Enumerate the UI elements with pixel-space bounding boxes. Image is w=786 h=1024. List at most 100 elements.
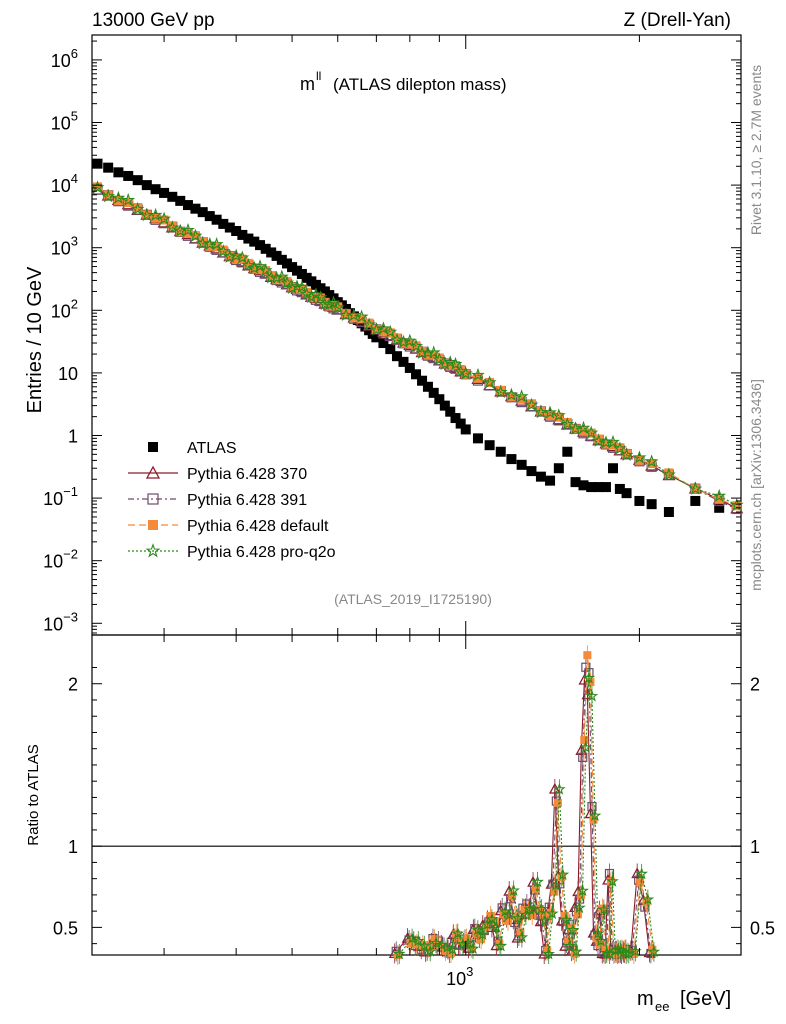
legend: ATLAS Pythia 6.428 370 Pythia 6.428 391 Pyt… (128, 440, 336, 561)
ratio-point (508, 891, 517, 900)
x-tick-label: 103 (446, 964, 473, 989)
data-point-atlas (378, 338, 389, 349)
data-point-atlas (428, 387, 439, 398)
ratio-point (494, 939, 508, 952)
data-point-mc (591, 433, 606, 447)
data-point-mc (294, 279, 309, 294)
data-point-mc (269, 270, 284, 284)
data-point-mc (311, 293, 321, 303)
data-point-mc (432, 352, 447, 366)
y-tick-label: 106 (51, 46, 78, 71)
axis-ticks: 10−3 10−2 10−1 1 10 102 103 104 105 106 103 0.5 0.5 1… (43, 35, 775, 989)
data-point-atlas (211, 214, 222, 225)
ratio-point (461, 936, 475, 949)
data-point-mc (313, 290, 328, 304)
data-point-mc (241, 258, 256, 272)
ratio-point (466, 941, 480, 955)
data-point-mc (482, 375, 497, 389)
ratio-point (423, 944, 437, 957)
data-point-mc (209, 237, 224, 251)
data-point-mc (579, 426, 588, 436)
data-point-mc (362, 317, 377, 331)
y-tick-label: 103 (51, 234, 78, 259)
data-point-atlas (434, 394, 445, 405)
ratio-point (515, 930, 529, 943)
data-point-mc (330, 300, 345, 314)
data-point-mc (188, 228, 203, 242)
data-point-mc (612, 441, 627, 455)
data-point-atlas (562, 446, 573, 457)
data-point-atlas (455, 418, 466, 429)
y-tick-label: 105 (51, 109, 78, 134)
data-point-atlas (391, 351, 402, 362)
data-point-atlas (578, 480, 589, 491)
ratio-point (542, 947, 555, 960)
ratio-y-tick-label-right: 2 (750, 675, 760, 695)
data-point-mc (347, 307, 361, 322)
data-point-atlas (123, 170, 134, 181)
data-point-mc (90, 180, 105, 194)
data-point-mc (644, 454, 659, 468)
data-point-mc (93, 182, 103, 192)
data-point-atlas (243, 233, 254, 244)
ratio-point (577, 890, 586, 899)
data-point-atlas (167, 191, 178, 202)
ratio-point (531, 875, 544, 888)
data-point-atlas (516, 459, 527, 470)
data-point-mc (426, 345, 441, 359)
ratio-point (503, 916, 512, 925)
ratio-point (538, 914, 552, 927)
ratio-point (636, 878, 645, 887)
data-point-atlas (159, 187, 170, 198)
data-point-atlas (445, 406, 456, 417)
ratio-point (405, 931, 419, 944)
y-tick-label: 10−1 (43, 484, 78, 509)
data-point-atlas (570, 477, 581, 488)
data-point-mc (274, 269, 289, 283)
legend-marker (148, 520, 158, 530)
ratio-point (635, 867, 648, 880)
y-axis-label-main: Entries / 10 GeV (24, 266, 46, 413)
data-point-atlas (646, 499, 657, 510)
data-point-mc (282, 277, 292, 287)
legend-marker (145, 465, 161, 479)
data-point-mc (148, 207, 163, 222)
ratio-point (451, 926, 465, 940)
data-point-mc (396, 334, 411, 349)
data-point-mc (243, 258, 253, 268)
data-point-mc (222, 249, 237, 263)
data-point-mc (385, 328, 395, 338)
y-tick-label: 102 (51, 296, 78, 321)
data-point-atlas (132, 175, 143, 186)
data-point-atlas (190, 203, 201, 214)
data-point-mc (473, 373, 483, 383)
data-point-mc (576, 420, 591, 434)
ratio-point (580, 735, 589, 744)
data-point-mc (632, 450, 647, 464)
side-label-mcplots: mcplots.cern.ch [arXiv:1306.3436] (748, 379, 764, 591)
ratio-point (553, 798, 562, 807)
data-point-atlas (231, 225, 242, 236)
ratio-point (629, 944, 642, 957)
x-axis-label-sub: ee (655, 999, 669, 1014)
data-point-mc (458, 366, 473, 380)
data-point-mc (560, 417, 575, 431)
x-axis-label-unit: [GeV] (680, 988, 731, 1010)
y-axis-label-ratio: Ratio to ATLAS (25, 744, 42, 845)
ratio-point (489, 920, 503, 933)
data-point-mc (608, 440, 618, 450)
data-point-atlas (92, 158, 103, 169)
data-point-atlas (439, 400, 450, 411)
ratio-point (557, 873, 566, 882)
data-point-mc (662, 467, 676, 481)
data-point-mc (225, 251, 235, 261)
data-point-atlas (450, 413, 461, 424)
ratio-point (569, 944, 583, 958)
header-right: Z (Drell-Yan) (624, 10, 731, 31)
data-point-mc (461, 369, 471, 379)
ratio-point (597, 902, 611, 915)
ratio-y-tick-label-right: 1 (750, 837, 760, 857)
data-point-atlas (621, 488, 632, 499)
data-point-mc (584, 425, 599, 439)
data-point-atlas (249, 236, 260, 247)
